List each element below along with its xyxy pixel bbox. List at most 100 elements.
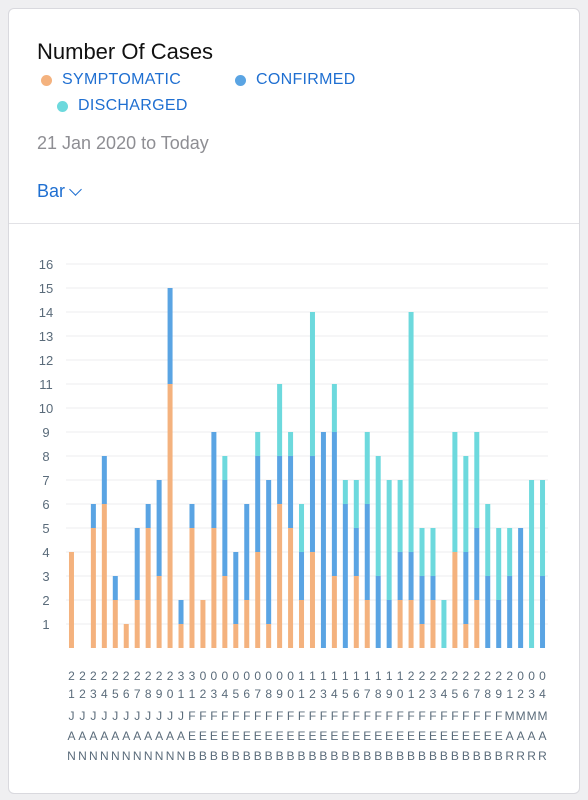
bar-confirmed-07feb: [255, 456, 261, 552]
x-tick-label: E: [254, 729, 262, 743]
x-tick-label: B: [210, 749, 218, 763]
bar-confirmed-09feb: [277, 456, 283, 504]
x-tick-label: N: [67, 749, 76, 763]
bar-discharged-04mar: [540, 480, 546, 576]
x-tick-label: F: [462, 709, 469, 723]
bar-symptomatic-31jan: [178, 624, 184, 648]
bar-confirmed-12feb: [309, 456, 315, 552]
bar-confirmed-19feb: [386, 600, 392, 648]
x-tick-label: 0: [517, 669, 524, 683]
bar-symptomatic-11feb: [299, 600, 305, 648]
x-tick-label: 2: [200, 687, 207, 701]
x-tick-label: J: [112, 709, 118, 723]
x-tick-label: 1: [353, 669, 360, 683]
x-tick-label: 2: [419, 669, 426, 683]
bar-confirmed-04mar: [540, 576, 546, 648]
bar-confirmed-28feb: [485, 576, 491, 648]
bar-confirmed-18feb: [375, 576, 381, 648]
x-tick-label: J: [68, 709, 74, 723]
x-tick-label: 2: [112, 669, 119, 683]
x-tick-label: E: [440, 729, 448, 743]
x-tick-label: B: [473, 749, 481, 763]
x-tick-label: B: [385, 749, 393, 763]
bar-confirmed-23feb: [430, 576, 436, 600]
x-tick-label: E: [495, 729, 503, 743]
bar-confirmed-16feb: [353, 528, 359, 576]
bar-symptomatic-17feb: [364, 600, 370, 648]
x-tick-label: F: [473, 709, 480, 723]
x-tick-label: 1: [309, 669, 316, 683]
bar-confirmed-04feb: [222, 480, 228, 576]
x-tick-label: E: [330, 729, 338, 743]
x-tick-label: 0: [287, 687, 294, 701]
x-tick-label: B: [484, 749, 492, 763]
x-tick-label: 0: [167, 687, 174, 701]
x-tick-label: F: [298, 709, 305, 723]
x-tick-label: M: [538, 709, 548, 723]
x-tick-label: B: [221, 749, 229, 763]
x-tick-label: B: [495, 749, 503, 763]
bar-symptomatic-08feb: [266, 624, 272, 648]
x-tick-label: E: [341, 729, 349, 743]
x-tick-label: 3: [211, 687, 218, 701]
x-tick-label: B: [308, 749, 316, 763]
bar-symptomatic-30jan: [167, 384, 173, 648]
x-tick-label: E: [462, 729, 470, 743]
x-tick-label: 1: [68, 687, 75, 701]
y-tick-label: 12: [39, 353, 53, 368]
legend-item-symptomatic[interactable]: SYMPTOMATIC: [41, 71, 181, 89]
x-tick-label: 1: [189, 687, 196, 701]
x-tick-label: E: [298, 729, 306, 743]
x-tick-label: F: [331, 709, 338, 723]
x-tick-label: B: [374, 749, 382, 763]
y-tick-label: 1: [42, 617, 49, 632]
x-tick-label: J: [178, 709, 184, 723]
x-tick-label: B: [232, 749, 240, 763]
x-tick-label: J: [167, 709, 173, 723]
bar-confirmed-11feb: [299, 552, 305, 600]
legend-item-discharged[interactable]: DISCHARGED: [57, 97, 188, 115]
bar-symptomatic-24jan: [101, 504, 107, 648]
x-tick-label: 1: [386, 669, 393, 683]
x-tick-label: 2: [484, 669, 491, 683]
bar-confirmed-30jan: [167, 288, 173, 384]
x-tick-label: 1: [364, 669, 371, 683]
x-tick-label: 4: [101, 687, 108, 701]
y-tick-label: 2: [42, 593, 49, 608]
x-tick-label: F: [254, 709, 261, 723]
chart-type-dropdown[interactable]: Bar: [37, 181, 82, 202]
x-tick-label: F: [276, 709, 283, 723]
x-tick-label: 9: [276, 687, 283, 701]
date-range: 21 Jan 2020 to Today: [37, 133, 209, 153]
x-tick-label: 1: [178, 687, 185, 701]
x-tick-label: E: [484, 729, 492, 743]
x-tick-label: 0: [539, 669, 546, 683]
x-tick-label: A: [539, 729, 547, 743]
x-tick-label: A: [517, 729, 525, 743]
bar-confirmed-01feb: [189, 504, 195, 528]
x-tick-label: E: [374, 729, 382, 743]
chart-type-label: Bar: [37, 181, 66, 201]
x-tick-label: B: [287, 749, 295, 763]
x-tick-label: A: [506, 729, 514, 743]
x-tick-label: J: [134, 709, 140, 723]
x-tick-label: A: [144, 729, 152, 743]
bar-discharged-21feb: [408, 312, 414, 552]
x-tick-label: E: [473, 729, 481, 743]
bar-confirmed-14feb: [331, 432, 337, 576]
bar-symptomatic-25jan: [112, 600, 118, 648]
x-tick-label: 2: [167, 669, 174, 683]
x-tick-label: B: [298, 749, 306, 763]
x-tick-label: E: [363, 729, 371, 743]
x-tick-label: F: [320, 709, 327, 723]
bar-confirmed-01mar: [507, 576, 513, 648]
x-tick-label: F: [199, 709, 206, 723]
legend-item-confirmed[interactable]: CONFIRMED: [235, 71, 356, 89]
y-tick-label: 4: [42, 545, 49, 560]
x-tick-label: E: [308, 729, 316, 743]
bar-confirmed-03feb: [211, 432, 217, 528]
x-tick-label: A: [111, 729, 119, 743]
y-tick-label: 7: [42, 473, 49, 488]
x-tick-label: 2: [506, 669, 513, 683]
